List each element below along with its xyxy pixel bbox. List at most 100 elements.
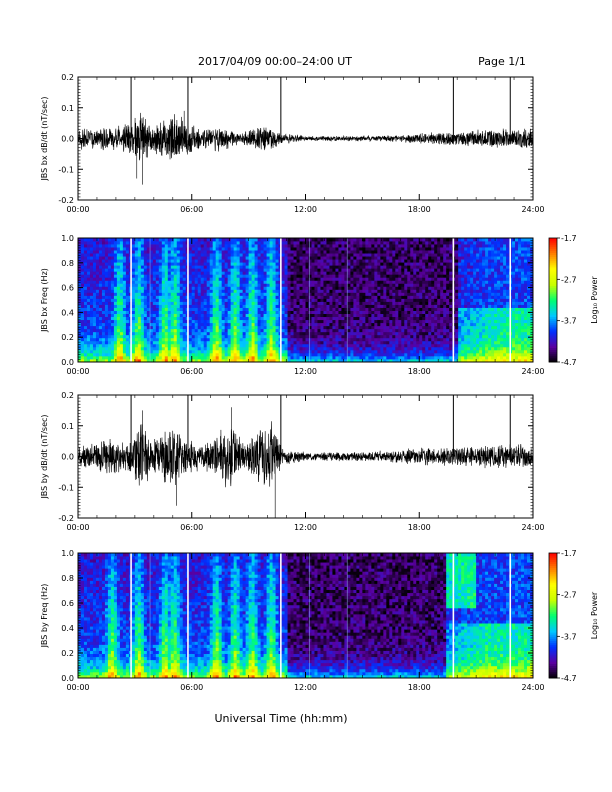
spectrogram-cell	[347, 241, 351, 245]
spectrogram-cell	[194, 277, 199, 281]
spectrogram-cell	[413, 355, 417, 360]
spectrogram-cell	[314, 346, 318, 351]
spectrogram-cell	[191, 265, 196, 269]
spectrogram-cell	[78, 349, 82, 354]
spectrogram-cell	[203, 334, 208, 339]
spectrogram-cell	[362, 262, 366, 266]
spectrogram-cell	[296, 307, 300, 311]
spectrogram-cell	[218, 274, 223, 278]
spectrogram-cell	[338, 301, 342, 305]
spectrogram-cell	[257, 238, 261, 242]
spectrogram-cell	[320, 355, 324, 360]
spectrogram-cell	[299, 313, 303, 318]
spectrogram-cell	[347, 283, 351, 287]
spectrogram-cell	[218, 319, 223, 324]
spectrogram-cell	[152, 316, 157, 321]
spectrogram-cell	[218, 337, 223, 342]
y-tick-label: 0.2	[61, 73, 74, 82]
spectrogram-cell	[125, 298, 130, 302]
spectrogram-cell	[266, 316, 270, 321]
spectrogram-cell	[194, 241, 199, 245]
spectrogram-cell	[221, 331, 226, 336]
spectrogram-cell	[188, 268, 193, 272]
spectrogram-cell	[356, 349, 360, 354]
spectrogram-cell	[368, 298, 372, 302]
spectrogram-cell	[116, 262, 121, 266]
spectrogram-cell	[194, 340, 199, 345]
spectrogram-cell	[155, 331, 160, 336]
spectrogram-cell	[236, 352, 241, 357]
spectrogram-cell	[263, 319, 267, 324]
spectrogram-cell	[371, 241, 375, 245]
spectrogram-cell	[233, 307, 238, 311]
spectrogram-cell	[239, 346, 244, 351]
spectrogram-cell	[161, 304, 166, 308]
spectrogram-cell	[371, 355, 375, 360]
spectrogram-cell	[371, 343, 375, 348]
spectrogram-cell	[149, 355, 154, 360]
spectrogram-cell	[374, 238, 378, 242]
spectrogram-cell	[164, 289, 169, 293]
spectrogram-cell	[143, 262, 148, 266]
spectrogram-cell	[218, 328, 223, 333]
spectrogram-cell	[152, 286, 157, 290]
spectrogram-cell	[104, 253, 109, 257]
spectrogram-cell	[236, 343, 241, 348]
spectrogram-cell	[188, 289, 193, 293]
spectrogram-cell	[89, 310, 94, 315]
spectrogram-cell	[428, 271, 432, 275]
spectrogram-cell	[101, 238, 106, 242]
spectrogram-cell	[230, 280, 235, 284]
spectrogram-cell	[95, 277, 100, 281]
spectrogram-cell	[101, 277, 106, 281]
spectrogram-cell	[173, 322, 178, 327]
spectrogram-cell	[158, 304, 163, 308]
spectrogram-cell	[344, 331, 348, 336]
spectrogram-cell	[188, 244, 193, 248]
spectrogram-cell	[209, 343, 214, 348]
spectrogram-cell	[320, 241, 324, 245]
spectrogram-cell	[113, 349, 118, 354]
spectrogram-cell	[311, 256, 315, 260]
spectrogram-cell	[137, 346, 142, 351]
spectrogram-cell	[377, 274, 381, 278]
spectrogram-cell	[428, 274, 432, 278]
spectrogram-cell	[422, 274, 426, 278]
spectrogram-cell	[401, 280, 405, 284]
spectrogram-cell	[383, 319, 387, 324]
spectrogram-cell	[194, 280, 199, 284]
spectrogram-cell	[92, 241, 97, 245]
spectrogram-cell	[155, 355, 160, 360]
spectrogram-cell	[95, 340, 100, 345]
spectrogram-cell	[242, 262, 247, 266]
spectrogram-cell	[404, 250, 408, 254]
spectrogram-cell	[134, 316, 139, 321]
spectrogram-cell	[404, 331, 408, 336]
spectrogram-cell	[188, 274, 193, 278]
spectrogram-cell	[281, 259, 285, 263]
spectrogram-cell	[353, 295, 357, 299]
spectrogram-cell	[197, 346, 202, 351]
spectrogram-cell	[347, 244, 351, 248]
spectrogram-cell	[428, 259, 432, 263]
spectrogram-cell	[86, 262, 91, 266]
spectrogram-cell	[224, 247, 229, 251]
spectrogram-cell	[212, 259, 217, 263]
spectrogram-cell	[206, 280, 211, 284]
spectrogram-cell	[413, 337, 417, 342]
x-tick-label: 12:00	[294, 205, 317, 214]
spectrogram-cell	[401, 238, 405, 242]
spectrogram-cell	[302, 262, 306, 266]
spectrogram-cell	[248, 292, 253, 296]
spectrogram-cell	[320, 253, 324, 257]
spectrogram-cell	[242, 277, 247, 281]
spectrogram-cell	[200, 244, 205, 248]
spectrogram-cell	[272, 277, 276, 281]
spectrogram-cell	[347, 271, 351, 275]
spectrogram-cell	[266, 283, 270, 287]
spectrogram-cell	[335, 241, 339, 245]
spectrogram-cell	[78, 244, 82, 248]
spectrogram-cell	[122, 331, 127, 336]
spectrogram-cell	[191, 271, 196, 275]
spectrogram-cell	[167, 307, 172, 311]
